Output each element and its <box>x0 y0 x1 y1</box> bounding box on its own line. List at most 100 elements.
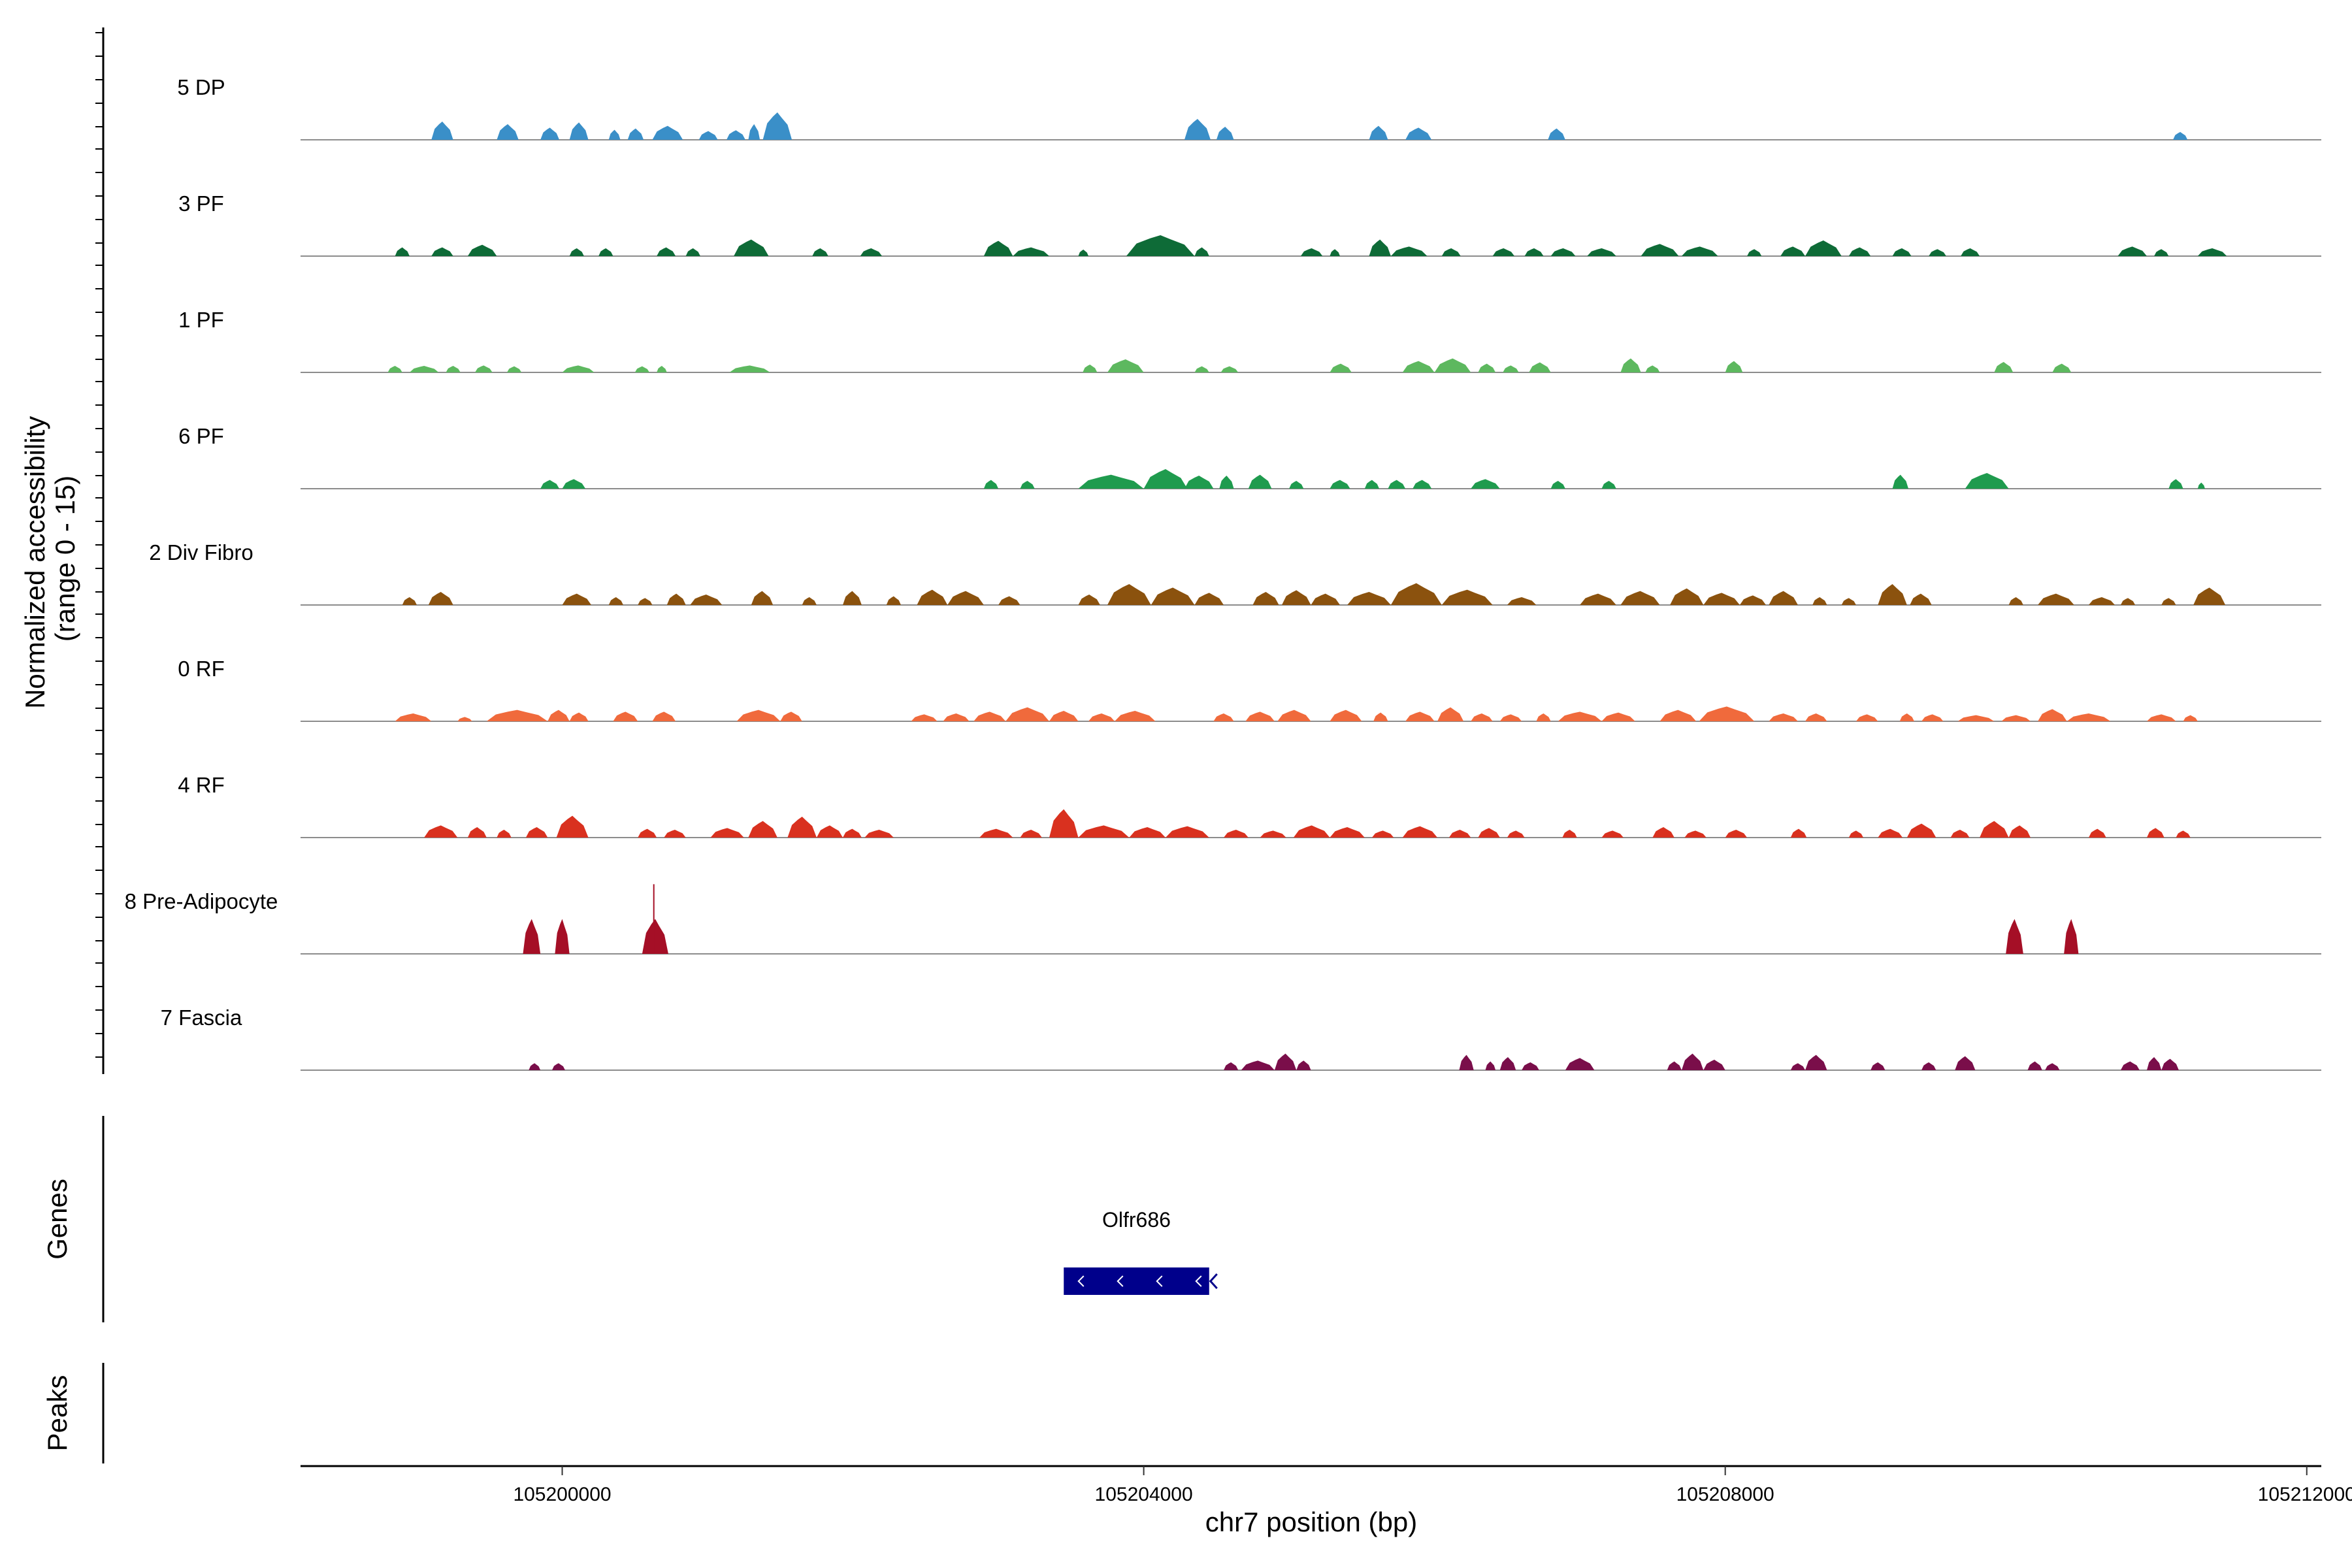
track-label-5-dp: 5 DP <box>177 75 225 99</box>
coverage-peak-6-pf <box>1184 476 1214 489</box>
coverage-peak-4-rf <box>467 827 487 838</box>
coverage-peak-4-rf <box>1448 830 1471 838</box>
coverage-peak-5-dp <box>748 124 760 140</box>
coverage-peak-2-div-fibro <box>402 597 417 605</box>
coverage-peak-5-dp <box>762 112 792 140</box>
coverage-peak-6-pf <box>540 480 560 489</box>
coverage-peak-5-dp <box>569 122 589 140</box>
coverage-peak-4-rf <box>787 817 817 838</box>
coverage-peak-7-fascia <box>1223 1062 1239 1070</box>
coverage-peak-2-div-fibro <box>1703 593 1740 605</box>
coverage-peak-2-div-fibro <box>1910 593 1932 605</box>
coverage-peak-0-rf <box>457 717 472 721</box>
gene-annotation-track: Olfr686 <box>1064 1208 1218 1295</box>
coverage-peak-4-rf <box>1078 825 1130 838</box>
coverage-peak-3-pf <box>1892 248 1912 256</box>
coverage-peak-7-fascia <box>1522 1062 1539 1070</box>
track-3-pf: 3 PF <box>178 191 2321 257</box>
coverage-peak-6-pf <box>2168 479 2183 489</box>
coverage-peak-4-rf <box>710 828 744 838</box>
coverage-peak-5-dp <box>1369 125 1388 140</box>
coverage-peak-1-pf <box>1434 358 1471 372</box>
coverage-peak-7-fascia <box>2045 1063 2060 1070</box>
coverage-peak-6-pf <box>1413 480 1432 489</box>
coverage-peak-4-rf <box>1260 830 1286 838</box>
coverage-peak-6-pf <box>2197 482 2205 489</box>
coverage-peak-2-div-fibro <box>1670 588 1704 605</box>
coverage-peak-4-rf <box>2146 828 2164 838</box>
coverage-peak-2-div-fibro <box>1878 584 1907 605</box>
coverage-peak-7-fascia <box>1703 1060 1725 1070</box>
coverage-peak-1-pf <box>1194 366 1209 372</box>
coverage-peak-6-pf <box>1248 474 1272 489</box>
coverage-peak-1-pf <box>2052 363 2072 372</box>
coverage-peak-3-pf <box>657 247 676 256</box>
coverage-peak-4-rf <box>1223 830 1249 838</box>
track-label-7-fascia: 7 Fascia <box>161 1005 242 1030</box>
coverage-y-ticks <box>95 32 103 1058</box>
coverage-peak-7-fascia <box>1241 1060 1275 1070</box>
track-6-pf: 6 PF <box>178 424 2321 489</box>
coverage-peak-1-pf <box>729 365 770 372</box>
coverage-peak-7-fascia <box>1805 1054 1827 1070</box>
coverage-peak-0-rf <box>1437 707 1464 721</box>
coverage-peak-0-rf <box>2001 715 2031 721</box>
coverage-peak-3-pf <box>860 248 883 256</box>
coverage-peak-3-pf <box>431 247 453 256</box>
coverage-peak-6-pf <box>1330 480 1350 489</box>
coverage-peak-4-rf <box>2176 830 2191 838</box>
coverage-peak-1-pf <box>1083 365 1098 372</box>
coverage-peak-7-fascia <box>1296 1060 1311 1070</box>
coverage-peak-0-rf <box>1115 711 1156 721</box>
coverage-peak-2-div-fibro <box>608 597 623 605</box>
coverage-peak-4-rf <box>556 815 589 838</box>
track-2-div-fibro: 2 Div Fibro <box>149 540 2321 606</box>
coverage-peak-3-pf <box>1390 246 1428 256</box>
coverage-peak-2-div-fibro <box>1281 590 1311 605</box>
coverage-peak-2-div-fibro <box>998 596 1021 605</box>
coverage-peak-5-dp <box>2173 132 2188 140</box>
coverage-peak-1-pf <box>1107 359 1144 372</box>
coverage-peak-2-div-fibro <box>1252 592 1279 605</box>
coverage-peak-0-rf <box>911 714 938 721</box>
coverage-peak-4-rf <box>1684 830 1707 838</box>
coverage-peak-2-div-fibro <box>1390 583 1442 605</box>
coverage-peak-3-pf <box>2197 248 2227 256</box>
coverage-peak-2-div-fibro <box>2008 597 2023 605</box>
coverage-peak-0-rf <box>1558 711 1602 721</box>
coverage-peak-2-div-fibro <box>1620 591 1660 605</box>
coverage-peak-7-fascia <box>1790 1063 1806 1070</box>
track-4-rf: 4 RF <box>178 773 2321 838</box>
coverage-peak-6-pf <box>1471 479 1500 489</box>
coverage-peak-2-div-fibro <box>1078 595 1100 605</box>
coverage-peak-4-rf <box>1980 821 2009 838</box>
coverage-peak-4-rf <box>1652 827 1674 838</box>
coverage-peak-2-div-fibro <box>917 589 948 605</box>
coverage-peak-0-rf <box>736 710 781 721</box>
coverage-peak-3-pf <box>1524 248 1544 256</box>
coverage-peak-6-pf <box>1289 481 1304 489</box>
gene-strand-arrow-olfr686 <box>1209 1273 1218 1290</box>
y-axis-title-line-2: (range 0 - 15) <box>50 476 80 642</box>
coverage-peak-5-dp <box>540 127 560 140</box>
coverage-peak-0-rf <box>569 712 589 721</box>
coverage-peak-4-rf <box>1950 830 1970 838</box>
track-label-0-rf: 0 RF <box>178 657 225 681</box>
coverage-peak-7-fascia <box>529 1063 541 1070</box>
coverage-peak-6-pf <box>1020 481 1035 489</box>
coverage-peak-4-rf <box>1790 828 1807 838</box>
coverage-peak-2-div-fibro <box>1769 591 1798 605</box>
coverage-peak-0-rf <box>1805 713 1827 721</box>
coverage-peak-4-rf <box>1478 828 1500 838</box>
coverage-peak-4-rf <box>864 830 894 838</box>
peaks-panel-label: Peaks <box>42 1375 73 1452</box>
coverage-peak-1-pf <box>409 366 439 372</box>
x-axis: 105200000 105204000 105208000 105212000 <box>301 1465 2352 1505</box>
coverage-peak-0-rf <box>1855 714 1878 721</box>
gene-strand-arrow-olfr686 <box>1117 1275 1124 1287</box>
coverage-peak-3-pf <box>1492 248 1515 256</box>
coverage-peak-1-pf <box>1478 363 1496 372</box>
coverage-peak-1-pf <box>657 366 667 372</box>
coverage-peak-0-rf <box>1049 711 1079 721</box>
coverage-peak-7-fascia <box>551 1063 565 1070</box>
